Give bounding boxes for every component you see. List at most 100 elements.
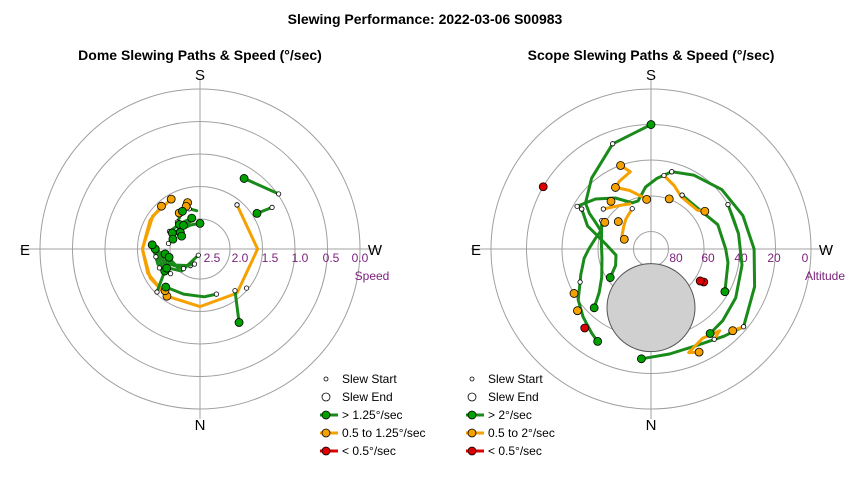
scope-slew-path bbox=[575, 170, 674, 208]
dome-slew-path bbox=[140, 204, 169, 298]
dome-slew-end bbox=[187, 213, 197, 223]
scope-legend-label: > 2°/sec bbox=[488, 408, 532, 422]
scope-legend-marker bbox=[467, 446, 477, 456]
dome-legend-start-marker bbox=[323, 376, 329, 382]
dome-slew-end bbox=[168, 234, 178, 244]
dome-slew-start bbox=[191, 261, 198, 267]
figure-title: Slewing Performance: 2022-03-06 S00983 bbox=[288, 11, 563, 27]
scope-legend-label: Slew Start bbox=[488, 372, 543, 386]
dome-dir-right: W bbox=[368, 242, 383, 259]
scope-slew-start bbox=[679, 192, 685, 198]
scope-radial-tick: 0 bbox=[802, 251, 809, 265]
scope-plot bbox=[538, 120, 757, 364]
scope-slew-end bbox=[606, 196, 616, 206]
dome-legend-label: < 0.5°/sec bbox=[342, 444, 396, 458]
scope-slew-end bbox=[616, 161, 625, 170]
dome-dir-left: E bbox=[20, 242, 30, 259]
scope-slew-end bbox=[646, 120, 656, 129]
scope-slew-end bbox=[538, 182, 548, 192]
dome-slew-end bbox=[147, 240, 157, 250]
dome-slew-start bbox=[276, 191, 282, 197]
dome-dir-top: S bbox=[195, 67, 205, 84]
scope-dir-top: S bbox=[646, 67, 656, 84]
scope-chart: Scope Slewing Paths & Speed (°/sec) S N … bbox=[466, 47, 845, 458]
scope-slew-end bbox=[694, 347, 704, 357]
dome-radial-tick: 2.5 bbox=[204, 251, 221, 265]
dome-slew-start bbox=[165, 240, 172, 247]
dome-chart: Dome Slewing Paths & Speed (°/sec) S N E… bbox=[20, 47, 426, 458]
scope-slew-end bbox=[642, 195, 652, 204]
dome-dir-bottom: N bbox=[195, 417, 206, 434]
dome-slew-path bbox=[242, 176, 281, 196]
scope-legend-marker bbox=[467, 428, 477, 438]
scope-slew-start bbox=[610, 141, 616, 147]
scope-slew-path bbox=[576, 280, 600, 343]
scope-dir-right: W bbox=[819, 242, 834, 259]
scope-slew-end bbox=[573, 306, 582, 316]
dome-slew-end bbox=[195, 218, 205, 228]
scope-slew-start bbox=[574, 203, 580, 209]
dome-plot bbox=[140, 174, 282, 327]
dome-radial-label: Speed bbox=[355, 269, 390, 283]
scope-slew-end bbox=[569, 289, 579, 298]
dome-slew-end bbox=[161, 282, 171, 292]
dome-slew-start bbox=[213, 291, 220, 297]
scope-slew-path bbox=[620, 207, 634, 241]
dome-slew-end bbox=[179, 221, 188, 230]
dome-grid bbox=[20, 79, 380, 419]
dome-slew-start bbox=[156, 265, 162, 271]
scope-slew-start bbox=[669, 169, 675, 175]
scope-legend-end-marker bbox=[467, 392, 477, 402]
dome-legend-label: Slew Start bbox=[342, 372, 397, 386]
dome-radial-tick: 0.5 bbox=[323, 251, 340, 265]
dome-slew-end bbox=[178, 206, 187, 216]
dome-legend-label: 0.5 to 1.25°/sec bbox=[342, 426, 426, 440]
dome-chart-title: Dome Slewing Paths & Speed (°/sec) bbox=[78, 47, 322, 63]
scope-chart-title: Scope Slewing Paths & Speed (°/sec) bbox=[528, 47, 775, 63]
dome-slew-end bbox=[177, 231, 187, 241]
dome-slew-start bbox=[180, 266, 187, 272]
dome-legend-marker bbox=[321, 410, 331, 420]
scope-slew-start bbox=[661, 172, 667, 179]
dome-slew-start bbox=[195, 252, 201, 258]
dome-slew-start bbox=[154, 289, 160, 295]
dome-slew-start bbox=[167, 271, 174, 277]
scope-slew-end bbox=[613, 217, 623, 226]
dome-radial-tick: 0.0 bbox=[352, 251, 369, 265]
scope-radial-label: Altitude bbox=[805, 269, 845, 283]
scope-slew-end bbox=[619, 234, 629, 244]
scope-slew-path bbox=[592, 219, 604, 310]
scope-slew-start bbox=[629, 206, 635, 212]
dome-slew-start bbox=[269, 204, 275, 210]
scope-slew-start bbox=[600, 206, 606, 212]
moon-disk bbox=[606, 263, 696, 353]
dome-radial-ticks: 2.5 2.0 1.5 1.0 0.5 0.0 bbox=[204, 251, 369, 265]
scope-radial-tick: 60 bbox=[701, 251, 715, 265]
dome-legend-label: Slew End bbox=[342, 390, 393, 404]
dome-radial-tick: 1.0 bbox=[292, 251, 309, 265]
scope-slew-start bbox=[711, 336, 717, 342]
dome-radial-tick: 1.5 bbox=[262, 251, 279, 265]
scope-slew-end bbox=[728, 326, 738, 336]
scope-legend-label: Slew End bbox=[488, 390, 539, 404]
scope-slew-end bbox=[605, 273, 615, 282]
dome-legend-marker bbox=[321, 446, 331, 456]
dome-legend-marker bbox=[321, 428, 331, 438]
dome-slew-path bbox=[233, 289, 241, 324]
scope-slew-start bbox=[725, 201, 731, 208]
dome-slew-end bbox=[252, 208, 262, 218]
scope-slew-path bbox=[580, 207, 618, 280]
scope-slew-end bbox=[720, 287, 730, 297]
dome-legend-end-marker bbox=[321, 392, 331, 402]
scope-slew-end bbox=[700, 206, 710, 216]
scope-legend: Slew Start Slew End > 2°/sec 0.5 to 2°/sec <… bbox=[466, 372, 555, 458]
scope-slew-end bbox=[580, 323, 590, 333]
scope-radial-ticks: 80 60 40 20 0 bbox=[669, 251, 808, 265]
scope-slew-path bbox=[662, 174, 707, 213]
dome-slew-path bbox=[164, 285, 218, 299]
dome-legend: Slew Start Slew End > 1.25°/sec 0.5 to 1.25… bbox=[320, 372, 426, 458]
scope-slew-path bbox=[670, 170, 757, 329]
dome-legend-label: > 1.25°/sec bbox=[342, 408, 403, 422]
dome-slew-start bbox=[153, 254, 159, 260]
